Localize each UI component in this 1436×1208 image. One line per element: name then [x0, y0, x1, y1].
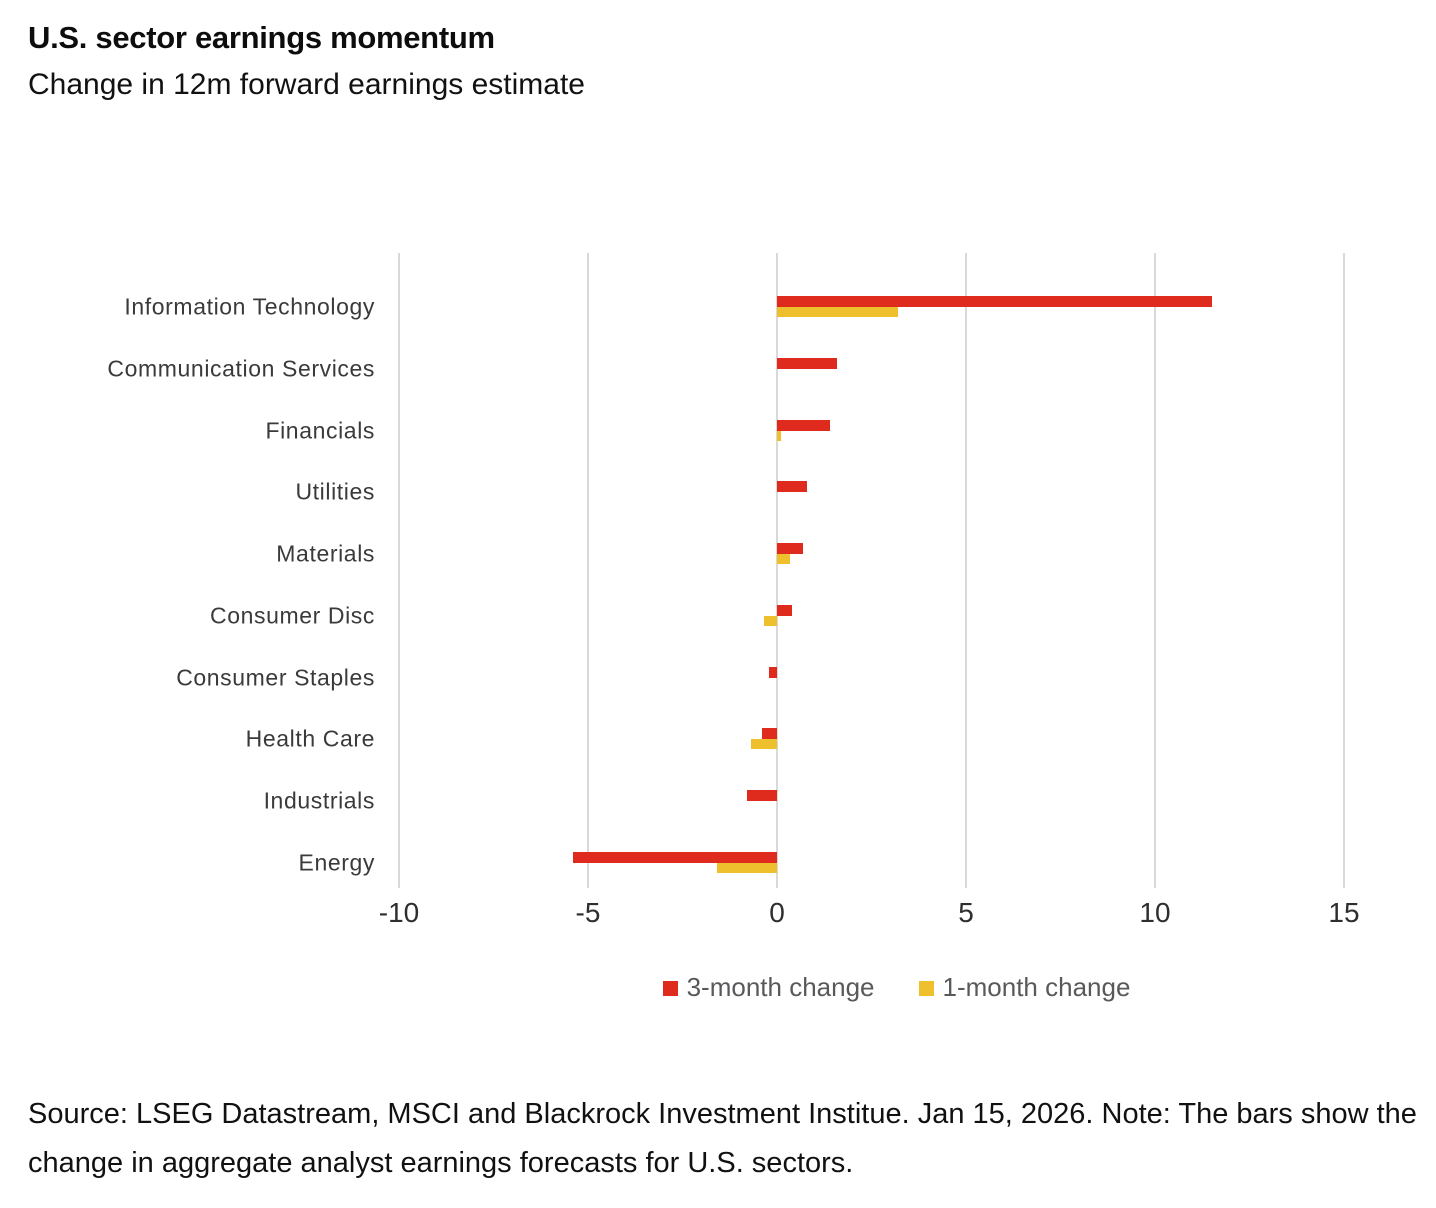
bar-3-month-change	[777, 296, 1212, 307]
bar-3-month-change	[761, 728, 777, 740]
category-label: Health Care	[245, 725, 375, 752]
gridline	[398, 253, 400, 888]
bar-3-month-change	[777, 357, 838, 369]
gridline	[1343, 253, 1345, 888]
bar-3-month-change	[777, 481, 808, 493]
bar-3-month-change	[769, 666, 777, 678]
bar-chart: Information Technology Communication Serv…	[0, 253, 1394, 1003]
x-tick-label: 10	[1139, 897, 1171, 928]
bar-1-month-change	[777, 554, 791, 564]
legend-label-1-month: 1-month change	[942, 972, 1131, 1002]
category-label: Utilities	[295, 478, 375, 505]
category-label: Materials	[276, 540, 375, 567]
category-label: Communication Services	[107, 355, 375, 382]
legend: 3-month change 1-month change	[399, 972, 1394, 1003]
category-label: Energy	[298, 849, 375, 876]
legend-swatch-1-month-icon	[918, 981, 934, 996]
category-label: Information Technology	[124, 293, 375, 320]
x-tick-label: 15	[1328, 897, 1360, 928]
bar-1-month-change	[750, 739, 777, 750]
bar-3-month-change	[777, 419, 830, 431]
category-label: Financials	[265, 417, 375, 443]
x-tick-label: 5	[958, 897, 974, 928]
legend-item-1-month-change: 1-month change	[918, 972, 1131, 1003]
bar-3-month-change	[746, 790, 777, 801]
bar-3-month-change	[777, 543, 804, 554]
x-tick-label: 0	[769, 897, 785, 928]
gridline	[965, 253, 967, 888]
gridline	[776, 253, 778, 888]
plot-area	[398, 253, 1345, 888]
category-label: Industrials	[263, 787, 375, 814]
bar-1-month-change	[716, 862, 777, 873]
page-subtitle: Change in 12m forward earnings estimate	[28, 68, 585, 101]
bar-3-month-change	[777, 604, 793, 616]
x-tick-label: -5	[575, 897, 601, 928]
legend-swatch-3-month-icon	[662, 981, 678, 996]
legend-item-3-month-change: 3-month change	[662, 972, 875, 1003]
gridline	[587, 253, 589, 888]
gridline	[1154, 253, 1156, 888]
bar-1-month-change	[763, 615, 777, 626]
page-title: U.S. sector earnings momentum	[28, 20, 495, 55]
category-axis: Information Technology Communication Serv…	[0, 253, 375, 888]
legend-label-3-month: 3-month change	[686, 972, 875, 1002]
category-label: Consumer Disc	[209, 602, 375, 629]
category-label: Consumer Staples	[176, 664, 375, 690]
source-note: Source: LSEG Datastream, MSCI and Blackr…	[28, 1098, 1417, 1179]
bar-3-month-change	[572, 851, 777, 863]
bar-1-month-change	[777, 307, 898, 317]
bar-1-month-change	[777, 430, 781, 441]
x-axis: -10 -5 0 5 10 15	[379, 897, 1360, 937]
x-tick-label: -10	[378, 897, 420, 928]
